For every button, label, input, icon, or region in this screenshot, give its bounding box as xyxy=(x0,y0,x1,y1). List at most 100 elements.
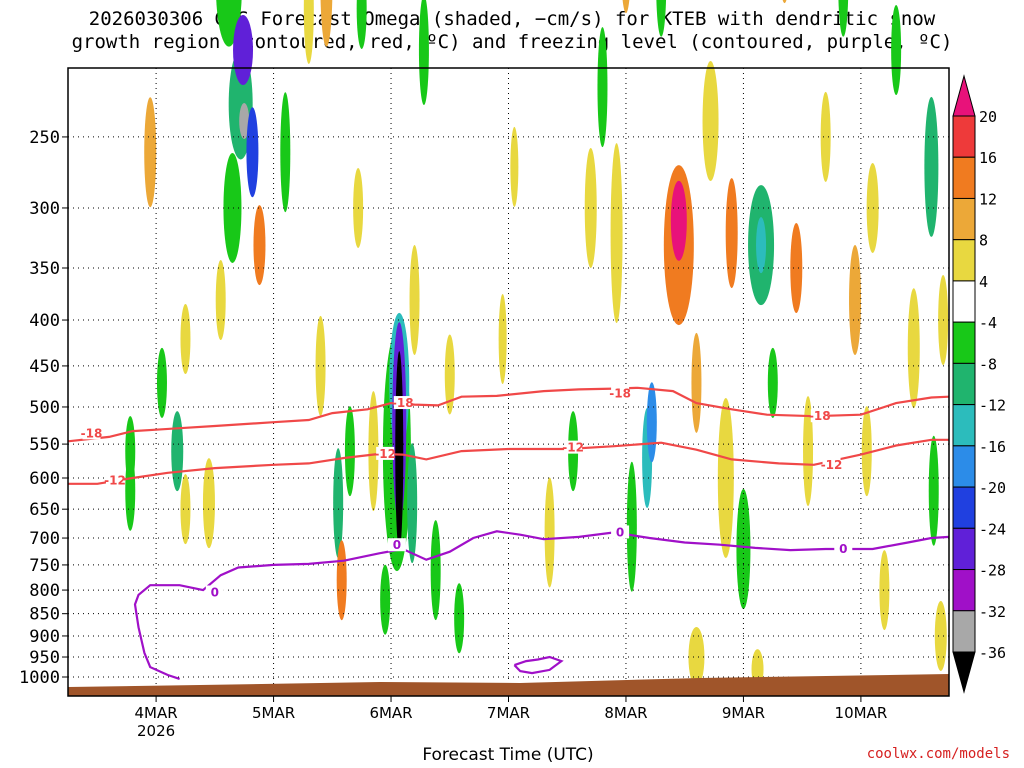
plot-background xyxy=(68,68,949,696)
y-tick-label: 900 xyxy=(29,627,60,647)
colorbar-label: -8 xyxy=(979,355,997,373)
contour-label-bg xyxy=(376,446,395,460)
contour-label-bg xyxy=(611,386,630,400)
colorbar-label: -24 xyxy=(979,520,1006,538)
x-tick-label: 8MAR xyxy=(604,704,647,722)
colorbar-label: -4 xyxy=(979,314,997,332)
contour-dgz_bottom xyxy=(68,438,949,485)
colorbar-label: -20 xyxy=(979,479,1006,497)
omega-shade-cell xyxy=(670,180,687,261)
omega-shade-cell xyxy=(838,0,849,37)
y-tick-label: 850 xyxy=(29,605,60,625)
omega-shade-cell xyxy=(180,474,191,545)
omega-shade-cell xyxy=(803,396,814,507)
colorbar-bottom-arrow xyxy=(952,651,976,694)
contour-freezing_level xyxy=(133,530,950,680)
x-axis-label: Forecast Time (UTC) xyxy=(422,745,594,765)
contour-label: 0 xyxy=(211,585,219,599)
omega-shade-cell xyxy=(215,260,226,341)
omega-shading xyxy=(125,0,949,690)
y-axis: 2503003504004505005506006507007508008509… xyxy=(19,128,68,688)
contour-label-bg xyxy=(393,396,412,410)
omega-shade-cell xyxy=(253,205,266,286)
omega-shade-cell xyxy=(646,382,657,463)
terrain-ground xyxy=(68,674,949,696)
omega-shade-cell xyxy=(156,347,167,418)
colorbar-label: -36 xyxy=(979,644,1006,662)
colorbar-label: 16 xyxy=(979,149,997,167)
credit-text: coolwx.com/models xyxy=(866,746,1010,762)
contour-dgz_top xyxy=(67,386,950,443)
omega-shade-cell xyxy=(510,126,519,207)
chart-title-line1: 2026030306 GFS Forecast Omega (shaded, −… xyxy=(88,8,936,30)
omega-shade-cell xyxy=(717,397,734,558)
omega-shade-cell xyxy=(820,91,831,182)
chart-title-line2: growth region (contoured, red, ºC) and f… xyxy=(71,31,953,53)
y-tick-label: 950 xyxy=(29,648,60,668)
contour-label: -12 xyxy=(104,474,126,488)
omega-shade-cell xyxy=(725,178,738,289)
y-tick-label: 750 xyxy=(29,556,60,576)
omega-shade-cell xyxy=(444,334,455,415)
colorbar-swatch xyxy=(952,404,976,447)
omega-shade-cell xyxy=(333,448,344,559)
gridlines xyxy=(68,68,949,696)
contour-label-bg xyxy=(564,440,583,454)
omega-shade-cell xyxy=(125,450,136,531)
omega-shade-cell xyxy=(407,443,418,564)
y-tick-label: 400 xyxy=(29,311,60,331)
omega-shade-cell xyxy=(246,107,259,198)
colorbar-label: -28 xyxy=(979,562,1006,580)
colorbar-swatch xyxy=(952,445,976,488)
colorbar-label: -12 xyxy=(979,397,1006,415)
y-tick-label: 700 xyxy=(29,529,60,549)
omega-shade-cell xyxy=(498,294,507,385)
y-tick-label: 350 xyxy=(29,259,60,279)
omega-shade-cell xyxy=(934,600,947,671)
x-tick-label: 4MAR xyxy=(135,704,178,722)
omega-shade-cell xyxy=(861,406,872,497)
omega-shade-cell xyxy=(303,0,314,64)
colorbar-label: 20 xyxy=(979,108,997,126)
omega-shade-cell xyxy=(202,458,215,549)
colorbar-swatch xyxy=(952,527,976,571)
omega-shade-cell xyxy=(144,97,157,208)
omega-shade-cell xyxy=(891,5,902,95)
colorbar-label: 4 xyxy=(979,273,988,291)
contour-label: -18 xyxy=(809,409,831,423)
colorbar-label: -16 xyxy=(979,438,1006,456)
omega-shade-cell xyxy=(280,92,291,213)
contour-label: -12 xyxy=(562,441,584,455)
omega-shade-cell xyxy=(849,245,862,356)
colorbar-swatch xyxy=(952,115,976,158)
plot-area: -18 -18 -18 -18 -12 -12 -12 -12 0 0 0 0 xyxy=(67,0,950,697)
contour-freezing_level_island xyxy=(513,655,564,675)
contour-label-bg xyxy=(105,473,124,487)
omega-shade-cell xyxy=(380,564,391,635)
contour-label: -12 xyxy=(374,447,396,461)
contour-label: -18 xyxy=(392,396,414,410)
y-tick-label: 300 xyxy=(29,199,60,219)
colorbar: 20 16 12 8 4 -4 -8 -12 -16 -20 -24 -28 -32 -36 xyxy=(952,74,1006,694)
omega-shade-cell xyxy=(928,435,939,546)
omega-shade-cell xyxy=(180,304,191,375)
omega-shade-cell xyxy=(656,0,667,37)
colorbar-label: 8 xyxy=(979,232,988,250)
omega-shade-cell xyxy=(395,351,404,552)
contour-label: -18 xyxy=(81,426,103,440)
y-tick-label: 650 xyxy=(29,500,60,520)
omega-shade-cell xyxy=(626,461,637,592)
omega-shade-cell xyxy=(320,0,333,47)
x-tick-label: 5MAR xyxy=(252,704,295,722)
colorbar-label: -32 xyxy=(979,603,1006,621)
omega-shade-cell xyxy=(767,347,778,418)
x-tick-label: 9MAR xyxy=(722,704,765,722)
omega-shade-cell xyxy=(454,583,465,654)
omega-shade-cell xyxy=(756,217,767,274)
contour-label: -12 xyxy=(821,458,843,472)
contour-label: 0 xyxy=(839,542,847,556)
omega-shade-cell xyxy=(691,332,702,433)
contour-label-bg xyxy=(387,538,406,552)
colorbar-top-arrow xyxy=(952,74,976,117)
